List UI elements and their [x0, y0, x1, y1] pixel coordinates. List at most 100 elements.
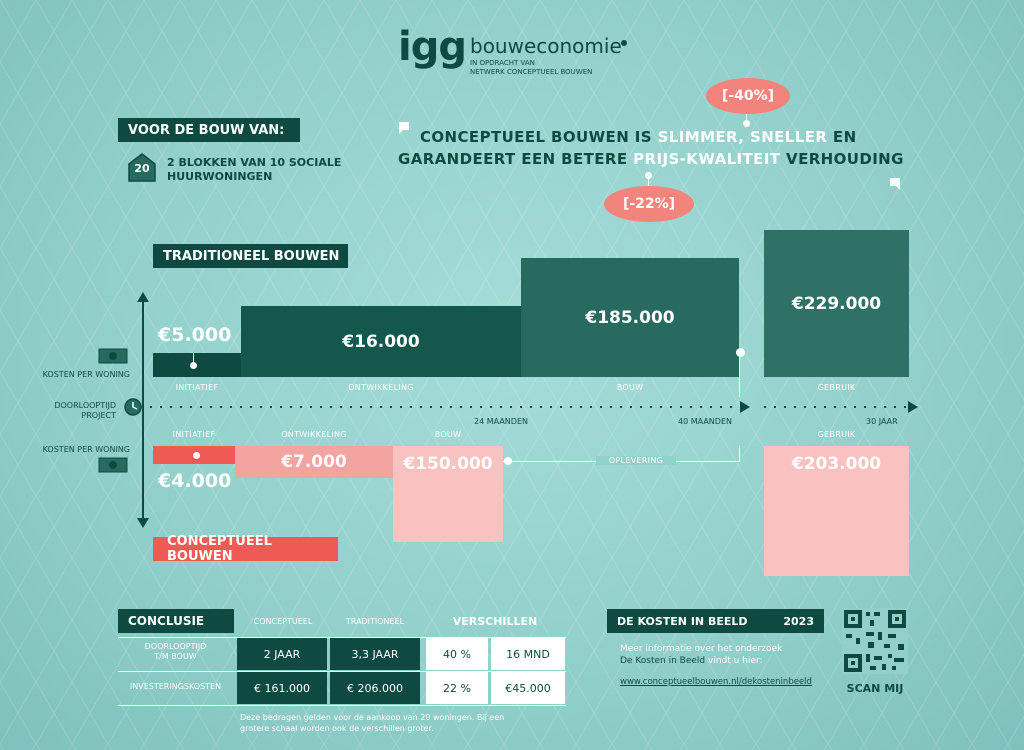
table-divider-1	[118, 637, 566, 638]
col-header-traditional: TRADITIONEEL	[345, 616, 405, 626]
row2-label: INVESTERINGSKOSTEN	[129, 682, 222, 691]
tick-40-maanden: 40 MAANDEN	[678, 417, 732, 426]
bubble-top-dot	[743, 120, 750, 127]
trad-bouw-end-dot	[736, 348, 745, 357]
for-building-line2: HUURWONINGEN	[167, 170, 273, 183]
row2-pct: 22 %	[426, 672, 488, 704]
bouw-end-connector	[739, 357, 740, 397]
bar-concept-gebruik: €203.000	[764, 446, 909, 576]
axis-arrow-up	[137, 292, 149, 302]
axis-arrow-down	[137, 518, 149, 528]
kosten-label-top: KOSTEN PER WONING	[42, 370, 130, 379]
quote-line2: GARANDEERT EEN BETERE PRIJS-KWALITEIT VE…	[398, 150, 904, 168]
money-icon	[98, 348, 128, 364]
timeline-arrow	[740, 401, 750, 413]
costs-box-year: 2023	[783, 614, 814, 628]
quote-line2-c: VERHOUDING	[780, 150, 904, 168]
row1-label: DOORLOOPTIJD T/M BOUW	[118, 642, 233, 662]
timeline-axis	[150, 406, 740, 408]
row1-label-line2: T/M BOUW	[154, 652, 197, 661]
phase-top-initiatief: INITIATIEF	[175, 383, 219, 392]
quote-line1-highlight: SLIMMER, SNELLER	[657, 128, 828, 146]
logo-brand: bouweconomie	[470, 34, 622, 58]
conclusion-footnote: Deze bedragen gelden voor de aankoop van…	[240, 712, 504, 734]
vertical-axis	[142, 300, 144, 520]
phase-bottom-initiatief: INITIATIEF	[172, 430, 216, 439]
col-header-differences: VERSCHILLEN	[452, 614, 538, 628]
row2-conceptual: € 161.000	[237, 672, 327, 704]
oplevering-dot	[504, 457, 512, 465]
costs-info-highlight: De Kosten in Beeld	[620, 656, 706, 666]
costs-box-header: DE KOSTEN IN BEELD 2023	[607, 609, 824, 633]
phase-top-gebruik: GEBRUIK	[817, 383, 856, 392]
trad-initiatief-connector	[193, 353, 194, 365]
phase-bottom-ontwikkeling: ONTWIKKELING	[281, 430, 347, 439]
costs-box-title: DE KOSTEN IN BEELD	[617, 614, 748, 628]
row2-abs: €45.000	[491, 672, 565, 704]
concept-initiatief-dot	[193, 452, 200, 459]
logo-igg: igg	[398, 24, 467, 70]
clock-icon	[124, 398, 142, 416]
table-divider-3	[118, 705, 566, 706]
doorlooptijd-label: DOORLOOPTIJD PROJECT	[10, 401, 116, 421]
tick-24-maanden: 24 MAANDEN	[474, 417, 528, 426]
bar-concept-ontwikkeling: €7.000	[235, 446, 393, 478]
timeline-arrow-gebruik	[908, 401, 918, 413]
for-building-line1: 2 BLOKKEN VAN 10 SOCIALE	[167, 156, 342, 169]
quote-close-icon	[888, 176, 902, 190]
scan-label: SCAN MIJ	[846, 682, 904, 695]
col-header-conceptual: CONCEPTUEEL	[253, 616, 313, 626]
bar-concept-bouw: €150.000	[393, 446, 503, 542]
oplevering-connector	[739, 446, 740, 462]
doorlooptijd-line1: DOORLOOPTIJD	[54, 401, 116, 410]
logo-subtitle: IN OPDRACHT VAN NETWERK CONCEPTUEEL BOUW…	[470, 59, 592, 77]
quote-line1-c: EN	[827, 128, 857, 146]
row1-conceptual: 2 JAAR	[237, 638, 327, 670]
bar-trad-bouw: €185.000	[521, 258, 739, 377]
bar-trad-ontwikkeling: €16.000	[241, 306, 521, 377]
costs-box-info: Meer informatie over het onderzoek De Ko…	[620, 643, 782, 667]
traditional-label: TRADITIONEEL BOUWEN	[153, 244, 348, 268]
costs-box-url[interactable]: www.conceptueelbouwen.nl/dekosteninbeeld	[620, 677, 812, 687]
subtitle-line2: NETWERK CONCEPTUEEL BOUWEN	[470, 68, 593, 76]
bubble-bottom-dot	[645, 172, 652, 179]
quote-line1: CONCEPTUEEL BOUWEN IS SLIMMER, SNELLER E…	[420, 128, 857, 146]
quote-line2-a: GARANDEERT EEN BETERE	[398, 150, 634, 168]
for-building-text: 2 BLOKKEN VAN 10 SOCIALE HUURWONINGEN	[167, 156, 341, 184]
phase-top-ontwikkeling: ONTWIKKELING	[348, 383, 414, 392]
phase-top-bouw: BOUW	[616, 383, 644, 392]
quote-open-icon	[398, 120, 412, 134]
bubble-top-connector	[746, 114, 747, 124]
bubble-bottom-connector	[648, 172, 649, 186]
conclusion-title: CONCLUSIE	[118, 609, 234, 633]
bubble-minus-22: [-22%]	[604, 186, 694, 222]
money-icon-bottom	[98, 457, 128, 473]
timeline-axis-gebruik	[764, 406, 909, 408]
conceptual-label: CONCEPTUEEL BOUWEN	[153, 534, 338, 564]
row1-traditional: 3,3 JAAR	[330, 638, 420, 670]
doorlooptijd-line2: PROJECT	[81, 411, 116, 420]
costs-info-line1: Meer informatie over het onderzoek	[620, 644, 783, 654]
subtitle-line1: IN OPDRACHT VAN	[470, 59, 535, 67]
footnote-line1: Deze bedragen gelden voor de aankoop van…	[240, 713, 505, 722]
row1-pct: 40 %	[426, 638, 488, 670]
row2-traditional: € 206.000	[330, 672, 420, 704]
costs-info-suffix: vindt u hier:	[705, 656, 763, 666]
for-building-label: VOOR DE BOUW VAN:	[118, 118, 300, 142]
quote-line2-highlight: PRIJS-KWALITEIT	[633, 150, 781, 168]
qr-code-icon[interactable]	[842, 608, 908, 674]
row1-abs: 16 MND	[491, 638, 565, 670]
oplevering-label: OPLEVERING	[596, 456, 676, 465]
phase-bottom-gebruik: GEBRUIK	[817, 430, 856, 439]
footnote-line2: grotere schaal worden ook de verschillen…	[240, 724, 434, 733]
tick-30-jaar: 30 JAAR	[866, 417, 898, 426]
logo-dot	[621, 40, 627, 46]
value-concept-initiatief: €4.000	[158, 470, 232, 492]
bubble-minus-40: [-40%]	[706, 78, 790, 114]
house-badge-number: 20	[134, 162, 150, 175]
bar-trad-gebruik: €229.000	[764, 230, 909, 377]
kosten-label-bottom: KOSTEN PER WONING	[42, 445, 130, 454]
bar-trad-initiatief	[153, 353, 241, 377]
quote-line1-a: CONCEPTUEEL BOUWEN IS	[420, 128, 658, 146]
row1-label-line1: DOORLOOPTIJD	[144, 642, 207, 651]
